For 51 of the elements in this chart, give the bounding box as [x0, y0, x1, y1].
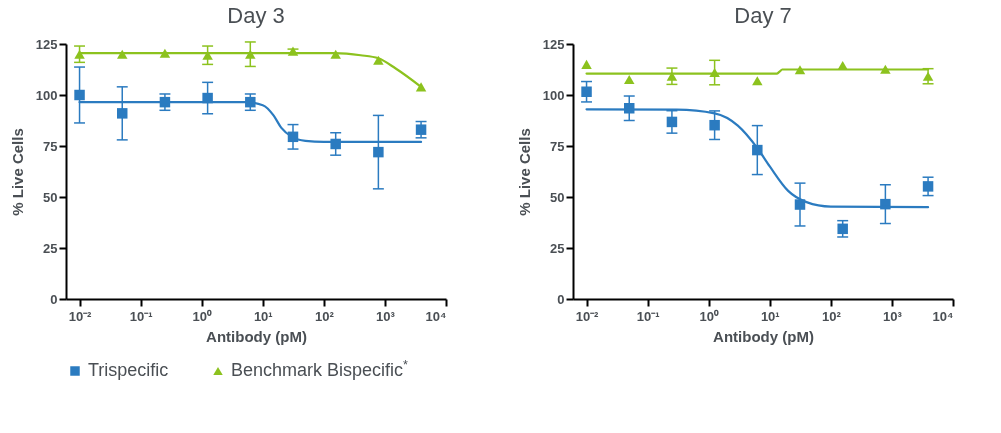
x-tick-label: 10⁴: [425, 308, 447, 324]
point: [624, 74, 635, 85]
y-tick-label: 0: [557, 291, 565, 307]
x-tick-label: 10⁰: [699, 308, 719, 324]
y-tick-label: 75: [550, 138, 565, 154]
y-tick-label: 50: [43, 189, 58, 205]
chart-title: Day 3: [227, 3, 285, 28]
point: [581, 86, 592, 97]
x-tick-label: 10³: [883, 308, 903, 324]
x-tick-label: 10¹: [253, 308, 273, 324]
y-axis-title: % Live Cells: [515, 128, 533, 216]
x-tick-label: 10⁴: [932, 308, 954, 324]
x-tick-label: 10⁻¹: [636, 308, 660, 324]
point: [415, 124, 427, 135]
x-tick-label: 10¹: [760, 308, 780, 324]
x-tick-label: 10⁻²: [575, 308, 600, 324]
y-tick-label: 25: [550, 240, 565, 256]
x-axis-title: Antibody (pM): [713, 327, 814, 345]
y-tick-label: 75: [43, 138, 58, 154]
y-tick-label: 25: [43, 240, 58, 256]
point: [74, 89, 85, 101]
y-tick-label: 100: [35, 87, 58, 103]
y-tick-label: 125: [542, 36, 565, 52]
x-axis-title: Antibody (pM): [206, 327, 307, 345]
point: [581, 59, 592, 69]
x-tick-label: 10⁻²: [68, 308, 93, 324]
y-tick-label: 50: [550, 189, 565, 205]
x-tick-label: 10²: [821, 308, 842, 324]
point: [117, 108, 128, 119]
y-tick-label: 0: [50, 291, 58, 307]
point: [202, 50, 213, 60]
point: [922, 181, 934, 192]
point: [837, 223, 848, 235]
x-tick-label: 10²: [314, 308, 335, 324]
y-tick-label: 125: [35, 36, 58, 52]
x-tick-label: 10³: [376, 308, 396, 324]
legend-label: Benchmark Bispecific$^{*}$: [231, 358, 409, 380]
y-axis-title: % Live Cells: [8, 128, 26, 216]
point: [245, 49, 256, 59]
point: [922, 71, 934, 81]
chart-title: Day 7: [734, 3, 792, 28]
legend-label: Trispecific: [88, 360, 169, 380]
point: [666, 116, 678, 128]
point: [752, 76, 763, 86]
point: [117, 49, 128, 59]
y-tick-label: 100: [542, 87, 565, 103]
x-tick-label: 10⁰: [192, 308, 212, 324]
point: [74, 49, 85, 59]
point: [373, 146, 384, 158]
point: [709, 119, 720, 131]
x-tick-label: 10⁻¹: [129, 308, 153, 324]
